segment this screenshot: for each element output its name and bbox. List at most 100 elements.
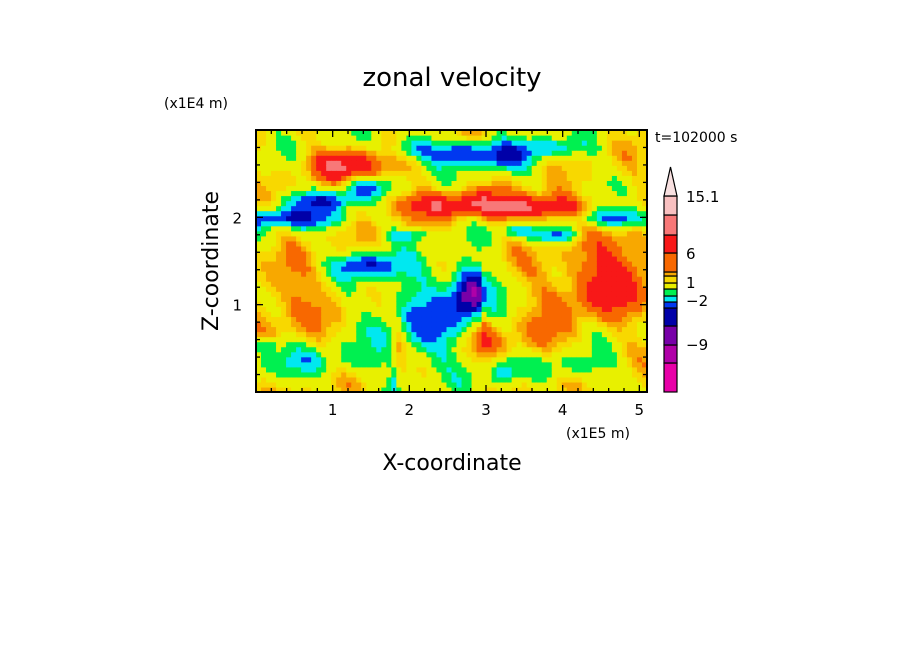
heatmap-cell bbox=[631, 371, 638, 378]
heatmap-cell bbox=[611, 215, 618, 222]
heatmap-cell bbox=[301, 261, 307, 267]
heatmap-cell bbox=[361, 255, 367, 262]
heatmap-cell bbox=[636, 381, 643, 388]
heatmap-cell bbox=[256, 240, 262, 247]
heatmap-cell bbox=[461, 150, 468, 156]
heatmap-cell bbox=[346, 316, 352, 323]
heatmap-cell bbox=[571, 386, 578, 393]
heatmap-cell bbox=[376, 170, 382, 176]
heatmap-cell bbox=[506, 376, 513, 383]
heatmap-cell bbox=[296, 170, 302, 176]
heatmap-cell bbox=[381, 296, 387, 302]
heatmap-cell bbox=[491, 225, 498, 232]
heatmap-cell bbox=[411, 205, 418, 212]
colorbar-label: 1 bbox=[686, 274, 696, 292]
heatmap-cell bbox=[396, 261, 402, 267]
heatmap-cell bbox=[536, 210, 543, 217]
heatmap-cell bbox=[421, 296, 428, 302]
heatmap-cell bbox=[421, 160, 428, 166]
heatmap-cell bbox=[591, 336, 598, 343]
heatmap-cell bbox=[261, 205, 267, 212]
heatmap-cell bbox=[446, 210, 453, 217]
heatmap-cell bbox=[306, 276, 312, 282]
heatmap-cell bbox=[526, 150, 533, 156]
heatmap-cell bbox=[366, 205, 372, 212]
heatmap-cell bbox=[326, 195, 332, 202]
heatmap-cell bbox=[561, 366, 568, 373]
heatmap-cell bbox=[556, 281, 563, 287]
heatmap-cell bbox=[596, 225, 603, 232]
heatmap-cell bbox=[606, 230, 613, 237]
heatmap-cell bbox=[296, 155, 302, 161]
heatmap-cell bbox=[271, 145, 277, 151]
heatmap-cell bbox=[501, 331, 508, 338]
heatmap-cell bbox=[301, 175, 307, 181]
heatmap-cell bbox=[551, 366, 558, 373]
heatmap-cell bbox=[351, 306, 357, 312]
heatmap-cell bbox=[256, 230, 262, 237]
heatmap-cell bbox=[591, 351, 598, 358]
heatmap-cell bbox=[626, 331, 633, 338]
heatmap-cell bbox=[421, 341, 428, 348]
heatmap-cell bbox=[466, 160, 473, 166]
heatmap-cell bbox=[596, 291, 603, 297]
heatmap-cell bbox=[556, 291, 563, 297]
heatmap-cell bbox=[326, 175, 332, 181]
heatmap-cell bbox=[561, 195, 568, 202]
heatmap-cell bbox=[456, 245, 463, 252]
heatmap-cell bbox=[606, 210, 613, 217]
heatmap-cell bbox=[546, 296, 553, 302]
heatmap-cell bbox=[506, 215, 513, 222]
heatmap-cell bbox=[296, 291, 302, 297]
heatmap-cell bbox=[331, 276, 337, 282]
heatmap-cell bbox=[506, 266, 513, 272]
heatmap-cell bbox=[576, 235, 583, 242]
heatmap-cell bbox=[381, 366, 387, 373]
heatmap-cell bbox=[376, 205, 382, 212]
heatmap-cell bbox=[566, 250, 573, 257]
heatmap-cell bbox=[376, 220, 382, 227]
heatmap-cell bbox=[601, 175, 608, 181]
heatmap-cell bbox=[601, 195, 608, 202]
colorbar-segment bbox=[663, 282, 678, 290]
heatmap-cell bbox=[371, 200, 377, 207]
heatmap-cell bbox=[546, 135, 553, 141]
heatmap-cell bbox=[621, 210, 628, 217]
heatmap-cell bbox=[506, 140, 513, 146]
heatmap-cell bbox=[616, 230, 623, 237]
heatmap-cell bbox=[426, 230, 433, 237]
heatmap-cell bbox=[561, 245, 568, 252]
heatmap-cell bbox=[576, 170, 583, 176]
heatmap-cell bbox=[461, 225, 468, 232]
heatmap-cell bbox=[451, 351, 458, 358]
heatmap-cell bbox=[586, 130, 593, 136]
heatmap-cell bbox=[631, 200, 638, 207]
heatmap-cell bbox=[376, 155, 382, 161]
heatmap-cell bbox=[426, 140, 433, 146]
heatmap-cell bbox=[371, 165, 377, 171]
heatmap-cell bbox=[451, 230, 458, 237]
heatmap-cell bbox=[306, 386, 312, 393]
heatmap-cell bbox=[631, 361, 638, 368]
heatmap-cell bbox=[621, 140, 628, 146]
heatmap-cell bbox=[336, 165, 342, 171]
heatmap-cell bbox=[491, 250, 498, 257]
heatmap-cell bbox=[626, 135, 633, 141]
heatmap-cell bbox=[346, 245, 352, 252]
heatmap-cell bbox=[316, 255, 322, 262]
heatmap-cell bbox=[576, 135, 583, 141]
heatmap-cell bbox=[516, 180, 523, 187]
heatmap-cell bbox=[486, 266, 493, 272]
heatmap-cell bbox=[276, 361, 282, 368]
heatmap-cell bbox=[501, 341, 508, 348]
heatmap-cell bbox=[406, 255, 412, 262]
heatmap-cell bbox=[316, 185, 322, 192]
heatmap-cell bbox=[411, 170, 418, 176]
heatmap-cell bbox=[576, 271, 583, 277]
heatmap-cell bbox=[536, 230, 543, 237]
heatmap-cell bbox=[471, 276, 478, 282]
heatmap-cell bbox=[416, 261, 423, 267]
heatmap-cell bbox=[391, 150, 397, 156]
heatmap-cell bbox=[456, 235, 463, 242]
heatmap-cell bbox=[561, 190, 568, 197]
